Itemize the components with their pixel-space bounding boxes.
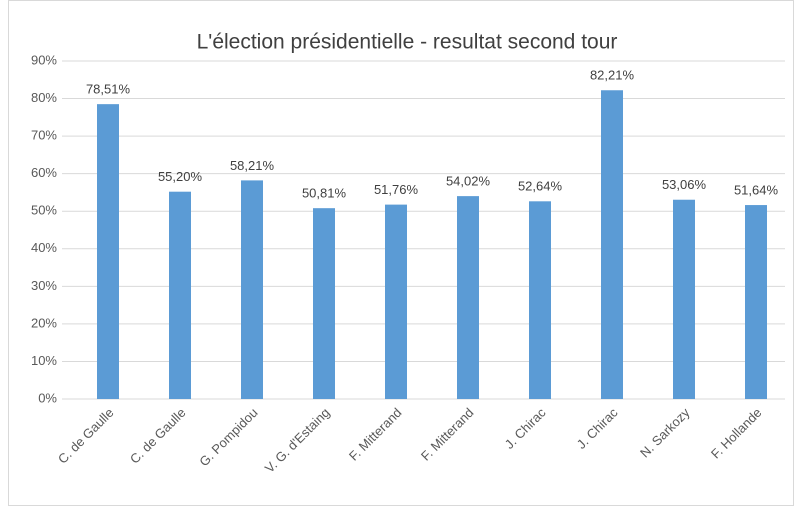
value-label: 53,06%: [662, 177, 707, 192]
y-tick-label: 70%: [31, 128, 57, 143]
bar: [241, 180, 263, 399]
value-label: 55,20%: [158, 169, 203, 184]
bar: [97, 104, 119, 399]
y-tick-label: 40%: [31, 240, 57, 255]
y-tick-label: 50%: [31, 203, 57, 218]
bar: [529, 201, 551, 399]
y-tick-label: 10%: [31, 353, 57, 368]
value-label: 58,21%: [230, 158, 275, 173]
value-label: 54,02%: [446, 174, 491, 189]
bar: [457, 196, 479, 399]
y-tick-label: 20%: [31, 315, 57, 330]
bar: [745, 205, 767, 399]
bar: [673, 199, 695, 399]
y-tick-label: 30%: [31, 278, 57, 293]
y-tick-label: 60%: [31, 165, 57, 180]
bar: [169, 191, 191, 399]
y-tick-label: 90%: [31, 52, 57, 67]
value-label: 51,76%: [374, 182, 419, 197]
chart-title: L'élection présidentielle - resultat sec…: [197, 31, 618, 54]
bar: [601, 90, 623, 400]
y-tick-label: 0%: [38, 390, 57, 405]
value-label: 78,51%: [86, 82, 131, 97]
bar: [385, 204, 407, 399]
value-label: 52,64%: [518, 179, 563, 194]
value-label: 50,81%: [302, 186, 347, 201]
value-label: 82,21%: [590, 68, 635, 83]
value-label: 51,64%: [734, 183, 779, 198]
bar: [313, 208, 335, 399]
y-tick-label: 80%: [31, 90, 57, 105]
